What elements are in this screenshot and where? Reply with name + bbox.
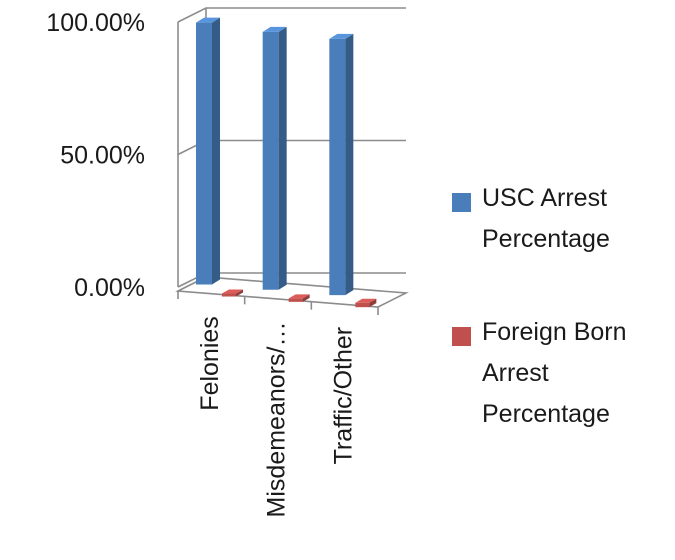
bar-usc-2 bbox=[262, 26, 287, 290]
bar-usc-3 bbox=[329, 33, 354, 296]
x-category-label: Felonies bbox=[196, 316, 224, 411]
legend-label-foreign-born: Foreign Born Arrest Percentage bbox=[482, 318, 627, 428]
y-tick-label: 0.00% bbox=[74, 274, 145, 302]
bar-foreign-born-3 bbox=[355, 298, 377, 308]
legend: USC Arrest Percentage Foreign Born Arres… bbox=[452, 178, 672, 435]
y-axis-ticks: 0.00% 50.00% 100.00% bbox=[46, 9, 145, 302]
legend-item-foreign-born: Foreign Born Arrest Percentage bbox=[452, 312, 672, 435]
x-category-label: Misdemeanors/… bbox=[263, 322, 291, 518]
y-tick-label: 100.00% bbox=[46, 9, 145, 37]
chart-bars bbox=[196, 17, 377, 308]
x-category-label: Traffic/Other bbox=[329, 327, 357, 465]
bar-foreign-born-1 bbox=[222, 289, 243, 297]
bar-usc-1 bbox=[196, 17, 220, 285]
x-axis-categories: Felonies Misdemeanors/… Traffic/Other bbox=[196, 316, 357, 517]
y-tick-label: 50.00% bbox=[60, 142, 145, 170]
legend-swatch-foreign-born bbox=[452, 327, 471, 346]
legend-label-usc: USC Arrest Percentage bbox=[482, 184, 610, 253]
bar-foreign-born-2 bbox=[288, 294, 310, 302]
legend-swatch-usc bbox=[452, 193, 471, 212]
legend-item-usc: USC Arrest Percentage bbox=[452, 178, 672, 260]
